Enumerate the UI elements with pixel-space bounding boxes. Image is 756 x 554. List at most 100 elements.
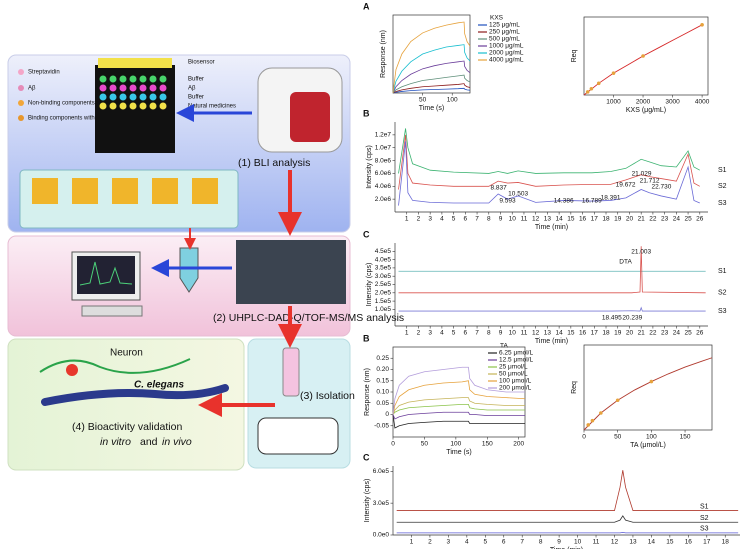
x-tick-label: 6	[464, 330, 468, 337]
y-tick-label: 4.0e5	[375, 256, 392, 263]
x-tick-label: 22	[649, 216, 657, 223]
plate-label: Buffer	[188, 95, 204, 101]
instrument-photo	[236, 240, 346, 304]
series-line	[392, 414, 525, 429]
validation-note: and	[140, 436, 158, 448]
step-label: (2) UHPLC-DAD-Q/TOF-MS/MS analysis	[213, 312, 404, 324]
series-line	[396, 515, 739, 523]
legend-title: KXS	[490, 15, 504, 22]
chart: B1 2 3 4 5 6 7 8 9 10 11 12 13 14 15 16 17 18 19 20 21 22 23 24…	[363, 108, 727, 230]
point	[585, 90, 590, 94]
x-tick-label: 16	[579, 216, 587, 223]
point	[700, 23, 704, 27]
x-tick-label: 25	[684, 216, 692, 223]
x-tick-label: 150	[680, 434, 691, 441]
x-tick-label: 1	[410, 539, 414, 546]
panel-label: C	[363, 452, 370, 462]
x-tick-label: 18	[602, 330, 610, 337]
series-label: S2	[718, 290, 727, 297]
x-tick-label: 17	[591, 330, 599, 337]
x-tick-label: 0	[391, 441, 395, 448]
peak-label: 18.391	[601, 195, 621, 202]
x-tick-label: 100	[447, 97, 458, 104]
legend-text: Binding components with Aβ	[28, 116, 104, 122]
x-tick-label: 5	[483, 539, 487, 546]
icon	[18, 85, 24, 91]
x-tick-label: 10	[509, 216, 517, 223]
series-label: S3	[718, 200, 727, 207]
y-tick-label: 6.0e5	[373, 468, 390, 475]
legend-label: 250 μg/mL	[489, 29, 520, 36]
plot-frame	[392, 14, 471, 94]
peak-label: 10.503	[508, 191, 528, 198]
validation-note: in vivo	[162, 436, 192, 448]
structures	[257, 417, 339, 455]
x-tick-label: 12	[532, 330, 540, 337]
x-tick-label: 10	[574, 539, 582, 546]
validation-label: (4) Bioactivity validation	[72, 421, 182, 433]
neuron-body	[66, 364, 78, 376]
series-line	[392, 87, 471, 94]
peak-label: 9.593	[499, 198, 516, 205]
point	[586, 423, 591, 427]
peak-label: 14.386	[554, 198, 574, 205]
x-tick-label: 23	[661, 330, 669, 337]
panel-label: B	[363, 333, 370, 343]
x-tick-label: 11	[593, 539, 600, 546]
x-tick-label: 13	[544, 330, 552, 337]
fit-line	[583, 357, 713, 431]
x-tick-label: 2	[417, 330, 421, 337]
y-tick-label: 1.0e7	[375, 144, 392, 151]
plate-label: Aβ	[188, 86, 196, 92]
x-tick-label: 8	[487, 216, 491, 223]
x-tick-label: 50	[421, 441, 429, 448]
series-line	[392, 411, 525, 420]
y-axis-label: Intensity (cps)	[366, 145, 373, 189]
y-tick-label: 0.0e0	[373, 532, 390, 539]
plate-label: Biosensor	[188, 60, 215, 66]
series-label: S2	[700, 515, 709, 522]
x-tick-label: 150	[482, 441, 493, 448]
chart: C1 2 3 4 5 6 7 8 9 10 11 12 13 14 15 16 17 18 19 20 21 22 23 24…	[363, 229, 727, 344]
legend-label: 4000 μg/mL	[489, 57, 524, 64]
x-tick-label: 24	[673, 216, 681, 223]
x-tick-label: 3	[428, 330, 432, 337]
x-tick-label: 17	[591, 216, 599, 223]
column	[282, 347, 300, 397]
x-tick-label: 7	[520, 539, 524, 546]
icon	[18, 69, 24, 75]
step-label: (3) Isolation	[300, 390, 355, 402]
point	[589, 86, 594, 91]
chart: 1000 2000 3000 4000 KXS (μg/mL) Req	[571, 16, 710, 114]
x-axis-label: Time (s)	[419, 105, 444, 112]
x-tick-label: 3000	[665, 99, 680, 106]
series-line	[398, 141, 700, 206]
x-tick-label: 7	[475, 330, 479, 337]
x-axis-label: KXS (μg/mL)	[626, 107, 666, 114]
series-line	[398, 306, 706, 312]
y-tick-label: -0.05	[374, 422, 389, 429]
plate-label: Buffer	[188, 77, 204, 83]
series-line	[396, 531, 739, 534]
y-axis-label: Intensity (cps)	[364, 479, 371, 523]
point	[590, 418, 595, 423]
y-tick-label: 4.5e5	[375, 248, 392, 255]
series-label: S3	[700, 526, 709, 533]
x-tick-label: 6	[502, 539, 506, 546]
screen-trace	[79, 261, 133, 286]
legend-label: 25 μmol/L	[499, 364, 528, 371]
x-tick-label: 21	[638, 216, 646, 223]
series-label: S1	[718, 268, 727, 275]
y-axis-label: Req	[571, 49, 578, 62]
x-tick-label: 9	[499, 216, 503, 223]
peak-label: 18.495	[602, 315, 622, 322]
peak-label: 8.837	[490, 185, 507, 192]
x-tick-label: 4	[440, 330, 444, 337]
x-tick-label: 8	[487, 330, 491, 337]
x-tick-label: 12	[532, 216, 540, 223]
x-tick-label: 25	[684, 330, 692, 337]
series-line	[398, 246, 706, 294]
x-tick-label: 17	[703, 539, 711, 546]
series-line	[392, 74, 471, 94]
